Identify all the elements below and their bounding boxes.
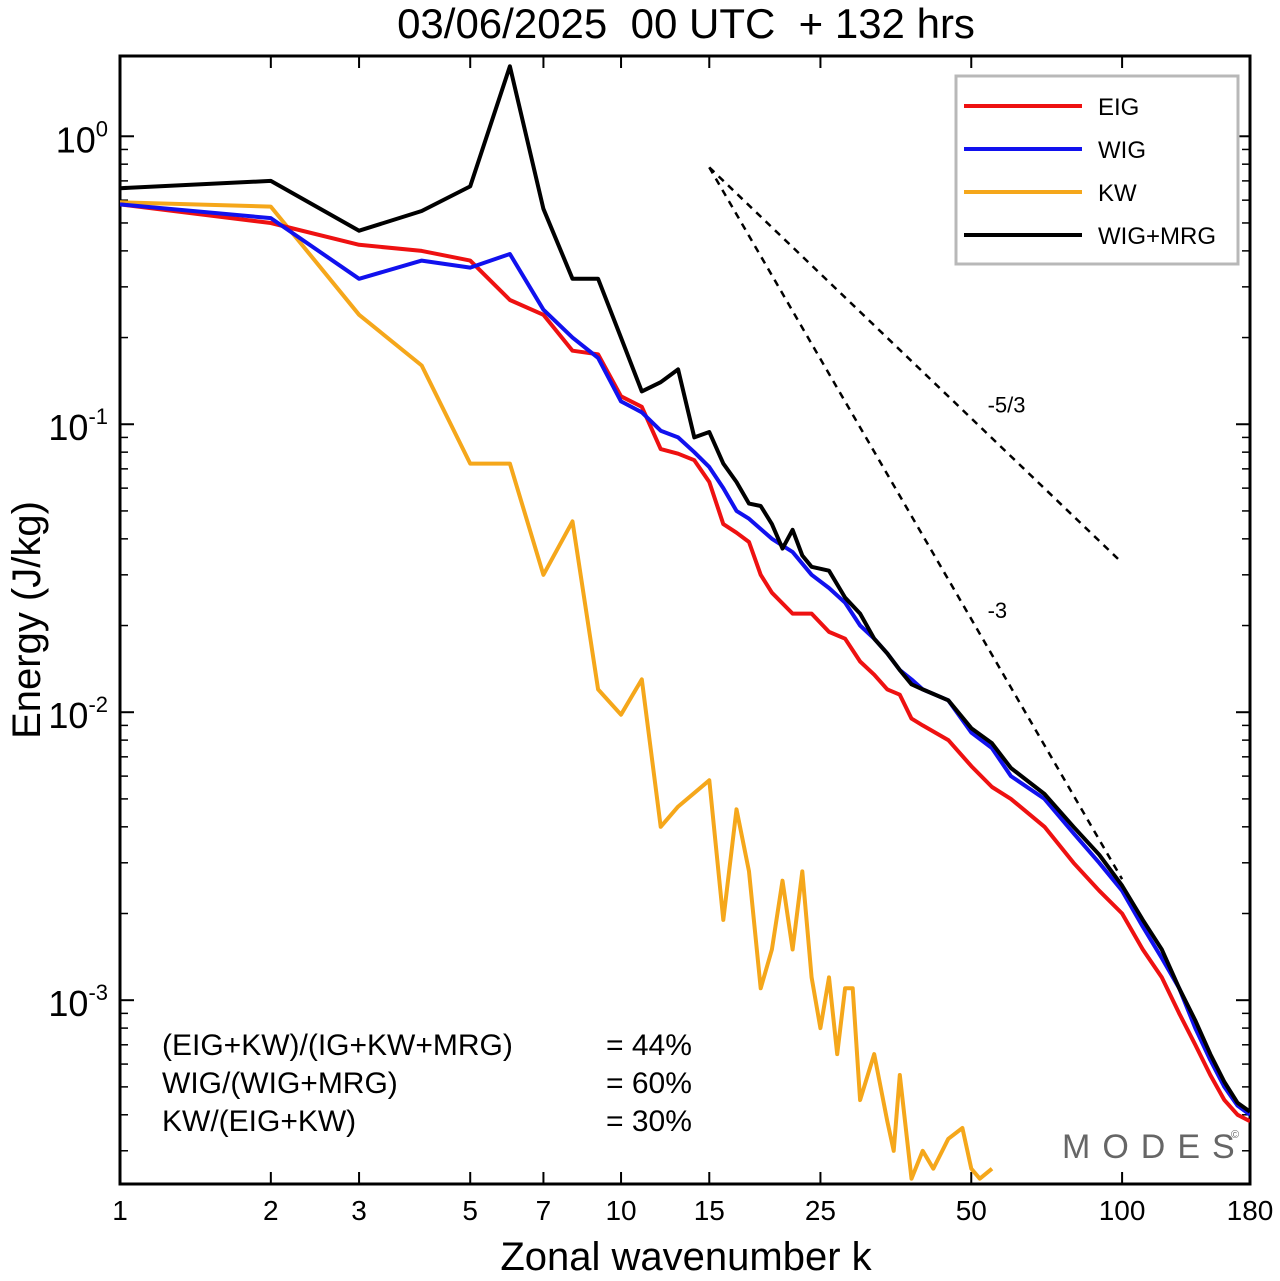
series-line-wig — [120, 202, 1250, 1117]
y-axis-ticks: 100 10-1 10-2 10-3 — [48, 116, 1250, 1152]
x-axis-ticks: 1 2 3 5 7 10 15 25 50 100 180 — [112, 56, 1273, 1226]
y-tick-label: 10-1 — [48, 404, 108, 448]
reference-line — [708, 166, 1123, 564]
legend-label: WIG+MRG — [1098, 223, 1216, 250]
legend-label: EIG — [1098, 94, 1139, 121]
series-layer — [120, 64, 1250, 1181]
x-tick-label: 25 — [805, 1195, 836, 1226]
ratio-annotations: (EIG+KW)/(IG+KW+MRG) = 44% WIG/(WIG+MRG) = … — [162, 1029, 692, 1138]
x-tick-label: 180 — [1227, 1195, 1274, 1226]
series-line-kw — [120, 200, 994, 1181]
x-tick-label: 3 — [351, 1195, 367, 1226]
annotation-value: = 44% — [606, 1029, 692, 1062]
reference-slope-label: -5/3 — [988, 392, 1026, 417]
x-tick-label: 10 — [605, 1195, 636, 1226]
annotation-label: KW/(EIG+KW) — [162, 1105, 356, 1138]
plot-frame — [118, 54, 1252, 1186]
y-tick-label: 10-2 — [48, 692, 108, 736]
annotation-value: = 60% — [606, 1067, 692, 1100]
reference-slopes: -5/3 -3 — [708, 166, 1124, 880]
y-tick-label: 100 — [56, 116, 108, 160]
copyright-icon: © — [1231, 1129, 1239, 1141]
x-tick-label: 100 — [1099, 1195, 1146, 1226]
chart-title: 03/06/2025 00 UTC + 132 hrs — [397, 0, 975, 47]
annotation-value: = 30% — [606, 1105, 692, 1138]
series-line-eig — [120, 202, 1250, 1123]
annotation-label: WIG/(WIG+MRG) — [162, 1067, 398, 1100]
watermark-text: MODES — [1062, 1128, 1247, 1166]
y-tick-label: 10-3 — [48, 980, 108, 1024]
modes-watermark: MODES © — [1062, 1128, 1247, 1166]
x-tick-label: 7 — [536, 1195, 552, 1226]
annotation-label: (EIG+KW)/(IG+KW+MRG) — [162, 1029, 513, 1062]
legend: EIG WIG KW WIG+MRG — [954, 74, 1240, 266]
reference-slope-label: -3 — [988, 598, 1008, 623]
x-tick-label: 15 — [694, 1195, 725, 1226]
legend-label: WIG — [1098, 137, 1146, 164]
x-tick-label: 50 — [956, 1195, 987, 1226]
x-tick-label: 5 — [462, 1195, 478, 1226]
x-tick-label: 1 — [112, 1195, 128, 1226]
y-axis-label: Energy (J/kg) — [5, 501, 49, 739]
series-line-wig-plus-mrg — [120, 64, 1250, 1114]
legend-label: KW — [1098, 180, 1137, 207]
x-axis-label: Zonal wavenumber k — [500, 1235, 872, 1279]
x-tick-label: 2 — [263, 1195, 279, 1226]
